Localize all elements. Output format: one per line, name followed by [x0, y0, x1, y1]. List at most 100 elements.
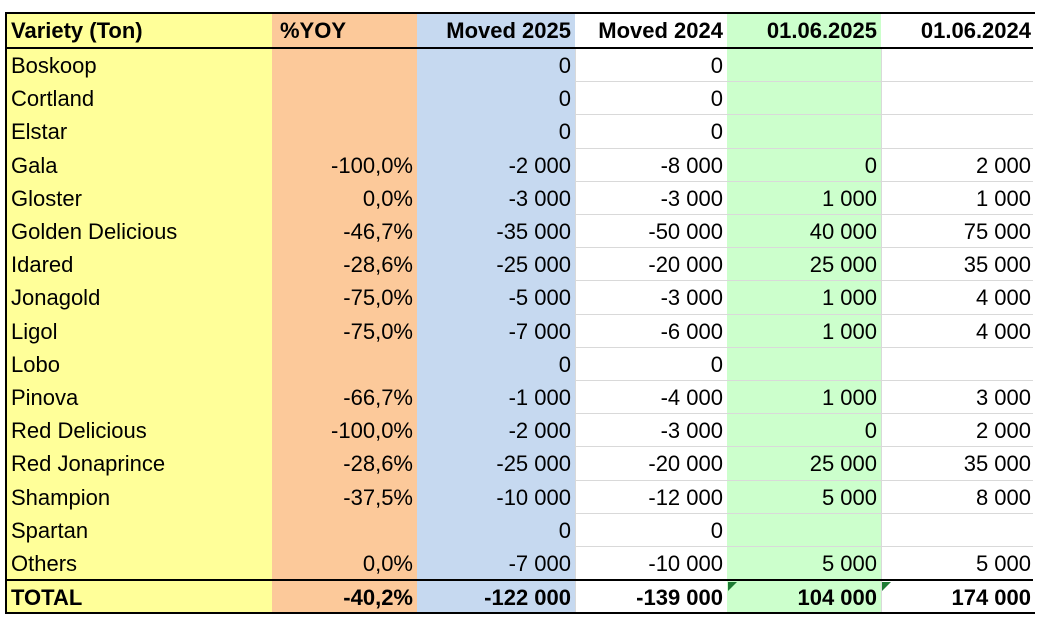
cell-yoy[interactable]: -100,0% — [331, 152, 413, 178]
cell-variety[interactable]: Red Delicious — [11, 418, 147, 444]
total-label[interactable]: TOTAL — [11, 585, 83, 610]
cell-moved-2025[interactable]: -10 000 — [496, 484, 571, 510]
header-moved-2024[interactable]: Moved 2024 — [598, 18, 723, 43]
cell-date-2025[interactable]: 0 — [864, 418, 877, 444]
cell-variety[interactable]: Ligol — [11, 318, 58, 344]
total-date-2024[interactable]: 174 000 — [951, 585, 1031, 610]
cell-moved-2025[interactable]: -2 000 — [508, 418, 571, 444]
total-date-2025[interactable]: 104 000 — [797, 585, 877, 610]
cell-moved-2025[interactable]: -5 000 — [508, 285, 571, 311]
cell-moved-2024[interactable]: -3 000 — [660, 418, 723, 444]
total-yoy[interactable]: -40,2% — [343, 585, 413, 610]
cell-yoy[interactable]: -75,0% — [343, 318, 413, 344]
cell-date-2025[interactable]: 1 000 — [821, 318, 877, 344]
cell-date-2025[interactable] — [727, 514, 881, 547]
cell-moved-2025[interactable]: 0 — [558, 517, 571, 543]
cell-moved-2025[interactable]: -1 000 — [508, 385, 571, 410]
cell-date-2025[interactable]: 1 000 — [821, 185, 877, 211]
cell-date-2024[interactable]: 35 000 — [963, 252, 1031, 278]
cell-variety[interactable]: Gloster — [11, 185, 82, 211]
cell-moved-2024[interactable]: -6 000 — [660, 318, 723, 344]
cell-moved-2024[interactable]: 0 — [710, 517, 723, 543]
cell-variety[interactable]: Shampion — [11, 484, 111, 510]
cell-yoy[interactable]: -37,5% — [343, 484, 413, 510]
cell-moved-2024[interactable]: -8 000 — [660, 152, 723, 178]
cell-date-2024[interactable]: 4 000 — [975, 318, 1031, 344]
cell-variety[interactable]: Spartan — [11, 517, 89, 543]
cell-variety[interactable]: Others — [11, 551, 78, 576]
cell-yoy[interactable] — [272, 115, 417, 148]
cell-variety[interactable]: Cortland — [11, 86, 95, 112]
cell-date-2025[interactable]: 1 000 — [821, 285, 877, 311]
cell-moved-2024[interactable]: 0 — [710, 86, 723, 112]
cell-date-2024[interactable]: 8 000 — [975, 484, 1031, 510]
cell-moved-2024[interactable]: -4 000 — [660, 385, 723, 410]
cell-variety[interactable]: Red Jonaprince — [11, 451, 166, 477]
total-moved-2024[interactable]: -139 000 — [636, 585, 723, 610]
cell-date-2024[interactable]: 5 000 — [975, 551, 1031, 576]
cell-date-2024[interactable]: 2 000 — [975, 152, 1031, 178]
cell-variety[interactable]: Gala — [11, 152, 58, 178]
cell-date-2025[interactable]: 25 000 — [809, 451, 877, 477]
header-yoy[interactable]: %YOY — [280, 18, 347, 43]
cell-moved-2024[interactable]: -20 000 — [648, 451, 723, 477]
cell-moved-2025[interactable]: -7 000 — [508, 551, 571, 576]
cell-moved-2024[interactable]: -50 000 — [648, 219, 723, 244]
cell-moved-2025[interactable]: -25 000 — [496, 252, 571, 278]
cell-yoy[interactable] — [272, 49, 417, 82]
cell-yoy[interactable] — [272, 348, 417, 381]
cell-yoy[interactable] — [272, 514, 417, 547]
cell-date-2025[interactable]: 40 000 — [809, 219, 877, 244]
cell-date-2024[interactable]: 1 000 — [975, 185, 1031, 211]
cell-moved-2024[interactable]: -20 000 — [648, 252, 723, 278]
cell-moved-2025[interactable]: -35 000 — [496, 219, 571, 244]
cell-yoy[interactable]: -28,6% — [343, 252, 413, 278]
cell-date-2025[interactable]: 5 000 — [821, 484, 877, 510]
cell-variety[interactable]: Lobo — [11, 351, 60, 377]
cell-yoy[interactable]: 0,0% — [362, 551, 413, 576]
cell-variety[interactable]: Idared — [11, 252, 74, 278]
cell-moved-2025[interactable]: -7 000 — [508, 318, 571, 344]
cell-date-2024[interactable]: 2 000 — [975, 418, 1031, 444]
cell-date-2024[interactable] — [881, 49, 1033, 82]
cell-date-2025[interactable]: 5 000 — [821, 551, 877, 576]
cell-moved-2025[interactable]: 0 — [558, 86, 571, 112]
cell-date-2024[interactable] — [881, 348, 1033, 381]
cell-yoy[interactable]: -66,7% — [343, 385, 413, 410]
cell-moved-2025[interactable]: 0 — [558, 119, 571, 145]
cell-moved-2024[interactable]: -10 000 — [648, 551, 723, 576]
cell-date-2024[interactable]: 3 000 — [975, 385, 1031, 410]
cell-variety[interactable]: Golden Delicious — [11, 219, 178, 244]
cell-moved-2024[interactable]: 0 — [710, 351, 723, 377]
cell-yoy[interactable]: -100,0% — [331, 418, 413, 444]
cell-date-2024[interactable] — [881, 115, 1033, 148]
header-date-2024[interactable]: 01.06.2024 — [920, 18, 1031, 43]
header-date-2025[interactable]: 01.06.2025 — [766, 18, 877, 43]
cell-moved-2024[interactable]: -12 000 — [648, 484, 723, 510]
cell-yoy[interactable]: -75,0% — [343, 285, 413, 311]
cell-date-2025[interactable] — [727, 82, 881, 115]
header-moved-2025[interactable]: Moved 2025 — [446, 18, 571, 43]
cell-variety[interactable]: Elstar — [11, 119, 68, 145]
cell-variety[interactable]: Boskoop — [11, 53, 97, 78]
cell-variety[interactable]: Pinova — [11, 385, 79, 410]
cell-moved-2024[interactable]: -3 000 — [660, 285, 723, 311]
cell-date-2024[interactable]: 35 000 — [963, 451, 1031, 477]
cell-moved-2025[interactable]: -25 000 — [496, 451, 571, 477]
cell-moved-2025[interactable]: -3 000 — [508, 185, 571, 211]
cell-date-2024[interactable] — [881, 514, 1033, 547]
header-variety[interactable]: Variety (Ton) — [11, 18, 143, 43]
cell-moved-2024[interactable]: 0 — [710, 119, 723, 145]
cell-variety[interactable]: Jonagold — [11, 285, 101, 311]
cell-moved-2025[interactable]: 0 — [558, 53, 571, 78]
cell-yoy[interactable]: 0,0% — [362, 185, 413, 211]
cell-date-2025[interactable]: 0 — [864, 152, 877, 178]
cell-moved-2025[interactable]: -2 000 — [508, 152, 571, 178]
cell-date-2024[interactable]: 75 000 — [963, 219, 1031, 244]
cell-yoy[interactable]: -46,7% — [343, 219, 413, 244]
cell-date-2025[interactable] — [727, 49, 881, 82]
cell-date-2024[interactable] — [881, 82, 1033, 115]
cell-date-2025[interactable]: 25 000 — [809, 252, 877, 278]
cell-moved-2024[interactable]: 0 — [710, 53, 723, 78]
cell-date-2024[interactable]: 4 000 — [975, 285, 1031, 311]
